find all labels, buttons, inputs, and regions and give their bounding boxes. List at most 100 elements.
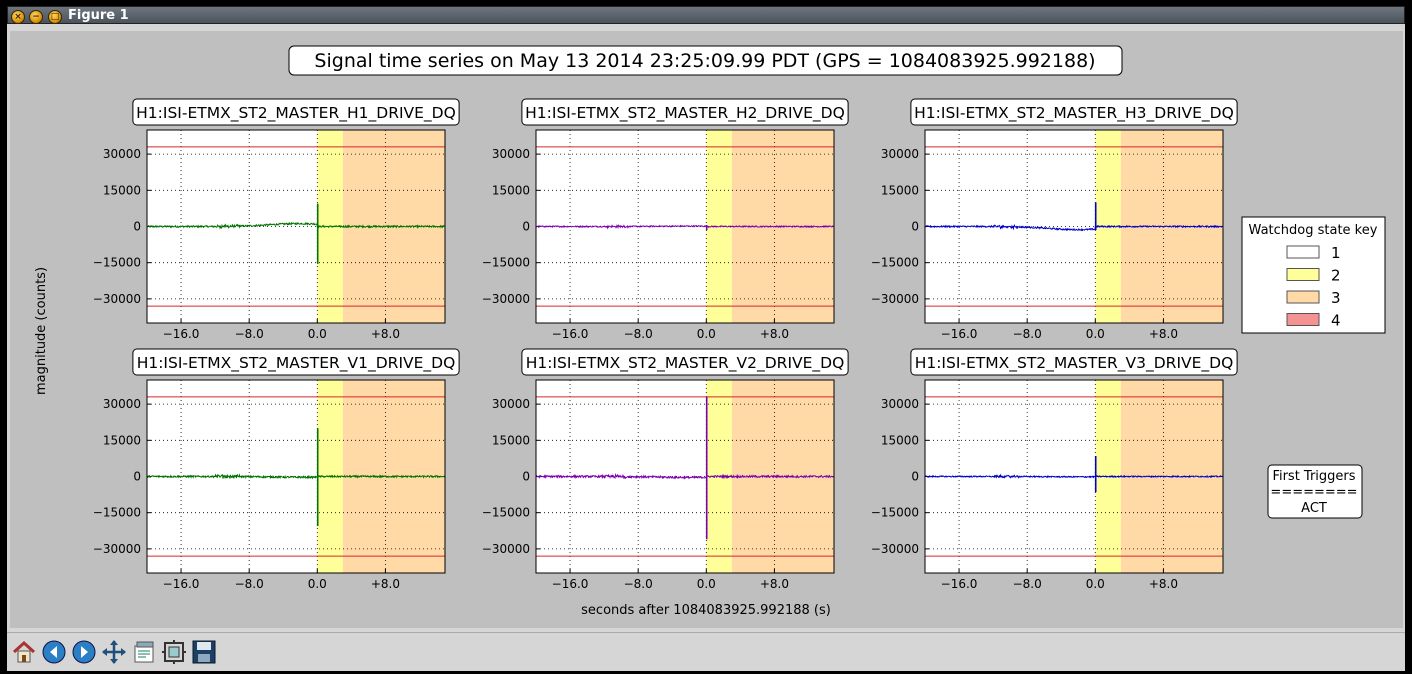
x-tick-label: −8.0 [1013,327,1042,341]
y-tick-label: −30000 [93,542,141,556]
y-tick-label: 0 [911,470,919,484]
legend-swatch-1 [1286,245,1320,259]
y-tick-label: 30000 [103,147,141,161]
subplot-2: −16.0 −8.0 0.0 +8.0 30000 15000 0 −15000 −30000 H… [482,98,849,341]
window-titlebar: × − □ Figure 1 [7,6,1405,24]
y-tick-label: 0 [522,220,530,234]
configure-subplots-icon[interactable] [130,638,158,666]
x-tick-label: +8.0 [760,327,789,341]
back-icon[interactable] [40,638,68,666]
x-tick-label: +8.0 [1149,577,1178,591]
subplot-title-box [521,98,849,126]
subplot-title: H1:ISI-ETMX_ST2_MASTER_V3_DRIVE_DQ [915,354,1234,373]
triggers-value: ACT [1301,501,1327,516]
axes-frame [924,379,1224,574]
subplot-title-box [132,348,460,376]
x-tick-label: 0.0 [1086,577,1105,591]
x-tick-label: −16.0 [941,327,978,341]
subplot-4: −16.0 −8.0 0.0 +8.0 30000 15000 0 −15000 −30000 H… [93,348,460,591]
forward-icon[interactable] [70,638,98,666]
subplot-title-box [910,348,1238,376]
y-tick-label: 15000 [492,433,530,447]
signal-trace [924,473,1224,479]
x-tick-label: 0.0 [308,577,327,591]
x-tick-label: −8.0 [235,577,264,591]
signal-trace [146,473,445,480]
x-tick-label: −8.0 [624,577,653,591]
y-tick-label: −30000 [482,292,530,306]
legend-label-3: 3 [1331,289,1341,307]
figure-svg: Signal time series on May 13 2014 23:25:… [34,45,1386,618]
close-window-icon[interactable]: × [11,10,25,24]
legend: Watchdog state key 1 2 3 4 [1241,216,1386,334]
axes-frame [535,129,835,324]
x-tick-label: +8.0 [371,327,400,341]
y-tick-label: −15000 [871,256,919,270]
legend-label-2: 2 [1331,267,1341,285]
maximize-window-icon[interactable]: □ [48,10,62,24]
signal-trace [924,224,1224,232]
y-tick-label: −15000 [871,506,919,520]
y-tick-label: 30000 [881,397,919,411]
y-tick-label: 30000 [881,147,919,161]
triggers-separator: ======== [1270,485,1357,500]
x-tick-label: +8.0 [1149,327,1178,341]
y-tick-label: −30000 [871,542,919,556]
x-tick-label: −16.0 [552,577,589,591]
y-tick-label: 15000 [881,433,919,447]
y-tick-label: 0 [911,220,919,234]
x-axis-label: seconds after 1084083925.992188 (s) [581,603,831,618]
x-tick-label: 0.0 [697,327,716,341]
y-tick-label: −15000 [482,506,530,520]
axes-frame [146,129,446,324]
suptitle: Signal time series on May 13 2014 23:25:… [314,50,1095,72]
y-tick-label: −30000 [93,292,141,306]
subplots: −16.0 −8.0 0.0 +8.0 30000 15000 0 −15000 −30000 H… [93,98,1238,591]
subplot-title-box [910,98,1238,126]
y-tick-label: −15000 [93,506,141,520]
axes-frame [146,379,446,574]
legend-swatch-2 [1286,268,1320,281]
y-tick-label: 0 [133,470,141,484]
subplot-title-box [132,98,460,126]
triggers-title: First Triggers [1272,469,1355,484]
y-tick-label: 30000 [103,397,141,411]
window-title: Figure 1 [68,8,129,23]
legend-swatch-3 [1286,290,1320,304]
minimize-window-icon[interactable]: − [29,10,43,24]
x-tick-label: −8.0 [624,327,653,341]
y-tick-label: 0 [522,470,530,484]
x-tick-label: 0.0 [308,327,327,341]
x-tick-label: +8.0 [760,577,789,591]
x-tick-label: −8.0 [235,327,264,341]
x-tick-label: +8.0 [371,577,400,591]
subplot-6: −16.0 −8.0 0.0 +8.0 30000 15000 0 −15000 −30000 H… [871,348,1238,591]
x-tick-label: −16.0 [163,327,200,341]
y-tick-label: 30000 [492,147,530,161]
x-tick-label: 0.0 [1086,327,1105,341]
save-icon[interactable] [190,638,218,666]
home-icon[interactable] [10,638,38,666]
zoom-icon[interactable] [160,638,188,666]
signal-trace [146,221,446,230]
y-tick-label: −30000 [871,292,919,306]
y-tick-label: −30000 [482,542,530,556]
subplot-title: H1:ISI-ETMX_ST2_MASTER_V1_DRIVE_DQ [137,354,456,373]
x-tick-label: −16.0 [941,577,978,591]
triggers-box [1267,464,1363,519]
axes-frame [535,379,835,574]
x-tick-label: −16.0 [163,577,200,591]
subplot-title: H1:ISI-ETMX_ST2_MASTER_V2_DRIVE_DQ [526,354,845,373]
pan-icon[interactable] [100,638,128,666]
first-triggers: First Triggers ======== ACT [1267,464,1363,519]
legend-swatch-4 [1286,313,1320,326]
y-tick-label: 0 [133,220,141,234]
subplot-title: H1:ISI-ETMX_ST2_MASTER_H2_DRIVE_DQ [525,104,845,123]
subplot-title-box [521,348,849,376]
y-tick-label: 15000 [881,183,919,197]
subplot-3: −16.0 −8.0 0.0 +8.0 30000 15000 0 −15000 −30000 H… [871,98,1238,341]
subplot-5: −16.0 −8.0 0.0 +8.0 30000 15000 0 −15000 −30000 H… [482,348,849,591]
y-tick-label: −15000 [482,256,530,270]
y-tick-label: −15000 [93,256,141,270]
